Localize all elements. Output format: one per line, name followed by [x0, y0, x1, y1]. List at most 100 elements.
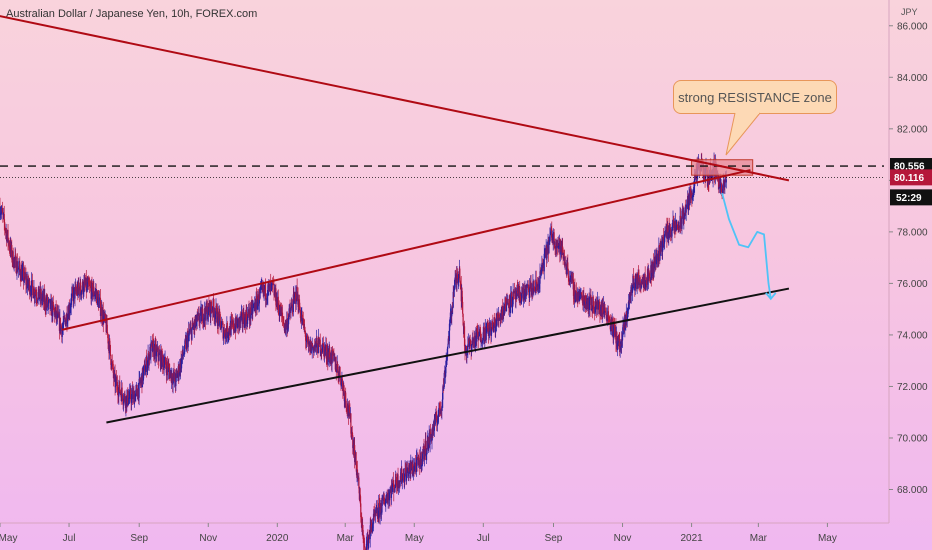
candle-body	[683, 213, 685, 224]
candle-body	[544, 251, 546, 254]
candle-body	[0, 213, 2, 214]
candle-body	[109, 340, 111, 345]
candle-body	[471, 344, 473, 345]
candle-body	[725, 179, 727, 183]
candle-body	[343, 386, 345, 391]
candle-body	[509, 295, 511, 309]
candle-body	[671, 225, 674, 231]
candle-body	[411, 468, 413, 471]
candle-body	[90, 281, 93, 299]
candle-body	[188, 330, 190, 336]
candle-body	[588, 299, 591, 310]
candle-body	[244, 314, 246, 328]
candle-body	[684, 214, 686, 217]
candle-body	[174, 373, 176, 383]
candle-body	[152, 340, 154, 344]
candle-body	[240, 316, 242, 322]
candle-body	[571, 276, 574, 281]
candle-body	[267, 284, 269, 297]
candle-body	[459, 268, 461, 281]
candle-body	[466, 349, 468, 351]
candle-body	[354, 457, 356, 463]
candle-body	[479, 331, 482, 342]
candle-body	[521, 292, 523, 302]
candle-body	[635, 273, 637, 279]
candle-body	[215, 305, 218, 308]
price-tick-label: 70.000	[897, 433, 928, 444]
candle-body	[41, 296, 44, 299]
candle-body	[60, 325, 62, 331]
candle-body	[612, 321, 615, 338]
candle-body	[577, 293, 579, 300]
candle-body	[7, 229, 9, 243]
candle-body	[505, 298, 508, 312]
candle-body	[135, 388, 137, 390]
candle-body	[597, 300, 599, 310]
candle-body	[80, 282, 82, 292]
candle-body	[171, 373, 173, 382]
candle-body	[418, 455, 420, 458]
candle-body	[492, 322, 494, 328]
candle-body	[507, 302, 510, 305]
candle-body	[725, 173, 727, 183]
candle-body	[420, 452, 422, 467]
candle-body	[72, 289, 74, 293]
candle-body	[562, 246, 564, 253]
candle-body	[1, 208, 3, 213]
time-tick-label: Mar	[750, 533, 768, 544]
candle-body	[255, 295, 257, 311]
candle-body	[462, 313, 464, 326]
candle-body	[246, 313, 249, 325]
candle-body	[189, 327, 192, 330]
trendline-rising-base	[106, 287, 790, 424]
countdown-tag-bg	[890, 189, 932, 206]
candle-body	[681, 210, 683, 229]
candle-body	[260, 287, 262, 290]
candle-body	[132, 391, 134, 400]
candle-body	[256, 301, 259, 309]
candle-body	[336, 371, 338, 373]
candle-body	[500, 311, 502, 318]
candle-body	[307, 338, 309, 344]
candle-body	[250, 315, 252, 319]
candle-body	[82, 281, 84, 295]
candle-body	[458, 273, 460, 278]
candle-body	[410, 462, 412, 471]
candle-body	[563, 256, 566, 266]
candle-body	[230, 320, 232, 336]
candle-body	[372, 513, 375, 524]
resistance-callout[interactable]: strong RESISTANCE zone	[673, 80, 837, 114]
candle-body	[452, 307, 454, 309]
candle-body	[364, 547, 366, 550]
candle-body	[32, 287, 34, 298]
candle-body	[446, 346, 449, 356]
candle-body	[558, 242, 560, 247]
candle-body	[299, 309, 301, 310]
candle-body	[320, 352, 322, 354]
candle-body	[84, 279, 86, 284]
candle-body	[316, 343, 318, 353]
candle-body	[176, 372, 178, 374]
candle-body	[207, 303, 210, 315]
candle-body	[446, 355, 448, 359]
candle-body	[155, 349, 158, 356]
candle-body	[219, 312, 221, 315]
candle-body	[441, 407, 443, 411]
candle-body	[579, 293, 581, 297]
candle-body	[335, 363, 337, 373]
candle-body	[280, 308, 283, 314]
candle-body	[298, 299, 301, 310]
candle-body	[694, 173, 696, 187]
candle-body	[404, 468, 407, 471]
candle-body	[591, 305, 593, 309]
candle-body	[548, 241, 550, 253]
candle-body	[401, 469, 403, 483]
candle-body	[622, 324, 624, 336]
candle-body	[207, 314, 209, 320]
candle-body	[550, 228, 552, 234]
candle-body	[435, 412, 437, 420]
candle-body	[161, 351, 163, 368]
candle-body	[539, 271, 541, 284]
